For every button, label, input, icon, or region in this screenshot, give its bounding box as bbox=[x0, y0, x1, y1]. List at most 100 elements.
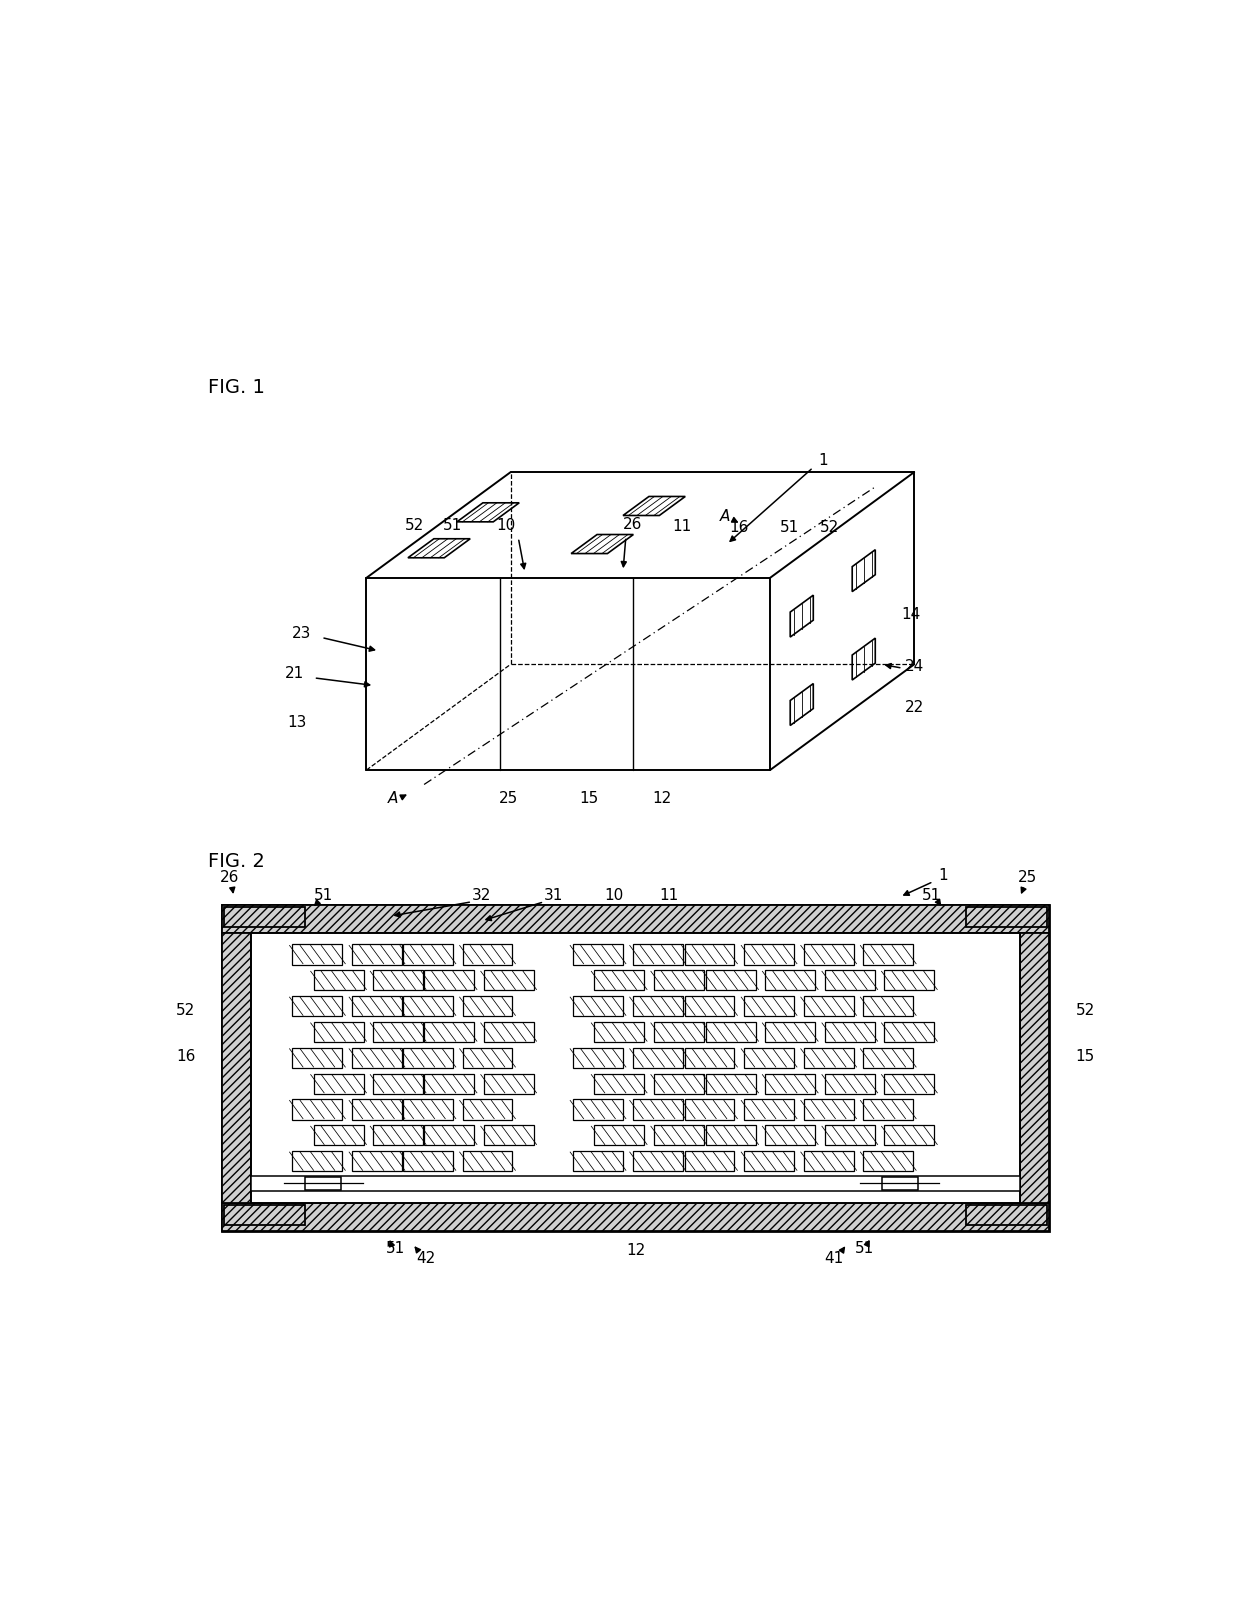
Text: 16: 16 bbox=[729, 520, 749, 535]
Polygon shape bbox=[352, 1047, 402, 1068]
Polygon shape bbox=[790, 596, 813, 637]
Text: 15: 15 bbox=[580, 791, 599, 807]
Polygon shape bbox=[373, 970, 423, 991]
Polygon shape bbox=[293, 1047, 342, 1068]
Polygon shape bbox=[463, 945, 512, 965]
Polygon shape bbox=[403, 1100, 453, 1119]
Polygon shape bbox=[863, 996, 913, 1017]
Polygon shape bbox=[863, 1100, 913, 1119]
Text: 52: 52 bbox=[176, 1002, 196, 1018]
Polygon shape bbox=[765, 1074, 815, 1093]
Text: 23: 23 bbox=[293, 626, 311, 640]
Polygon shape bbox=[863, 945, 913, 965]
Polygon shape bbox=[632, 996, 682, 1017]
Polygon shape bbox=[706, 1074, 755, 1093]
Text: 15: 15 bbox=[1075, 1049, 1095, 1065]
Polygon shape bbox=[684, 996, 734, 1017]
Polygon shape bbox=[463, 1100, 512, 1119]
Polygon shape bbox=[825, 1126, 874, 1145]
Polygon shape bbox=[223, 906, 305, 927]
Polygon shape bbox=[765, 970, 815, 991]
Text: 41: 41 bbox=[823, 1250, 843, 1266]
Polygon shape bbox=[744, 1151, 794, 1172]
Polygon shape bbox=[463, 1151, 512, 1172]
Polygon shape bbox=[222, 905, 1049, 1231]
Polygon shape bbox=[863, 1151, 913, 1172]
Polygon shape bbox=[632, 1047, 682, 1068]
Polygon shape bbox=[653, 1074, 704, 1093]
Text: 1: 1 bbox=[818, 453, 828, 467]
Text: 21: 21 bbox=[285, 666, 304, 682]
Polygon shape bbox=[314, 1074, 363, 1093]
Text: 12: 12 bbox=[652, 791, 672, 807]
Polygon shape bbox=[373, 1126, 423, 1145]
Text: 10: 10 bbox=[605, 889, 624, 903]
Polygon shape bbox=[424, 970, 474, 991]
Polygon shape bbox=[573, 1151, 622, 1172]
Text: A: A bbox=[719, 509, 730, 524]
Text: 51: 51 bbox=[854, 1241, 874, 1257]
Polygon shape bbox=[293, 1100, 342, 1119]
Text: 51: 51 bbox=[386, 1241, 405, 1257]
Polygon shape bbox=[882, 1177, 918, 1190]
Polygon shape bbox=[825, 970, 874, 991]
Polygon shape bbox=[572, 535, 634, 554]
Polygon shape bbox=[403, 1151, 453, 1172]
Text: 11: 11 bbox=[660, 889, 678, 903]
Polygon shape bbox=[250, 1175, 1019, 1191]
Text: 51: 51 bbox=[314, 889, 332, 903]
Polygon shape bbox=[884, 1021, 935, 1042]
Text: 1: 1 bbox=[939, 868, 947, 884]
Polygon shape bbox=[594, 1126, 644, 1145]
Text: 51: 51 bbox=[921, 889, 941, 903]
Polygon shape bbox=[484, 1126, 533, 1145]
Text: FIG. 1: FIG. 1 bbox=[208, 378, 264, 397]
Polygon shape bbox=[424, 1126, 474, 1145]
Polygon shape bbox=[852, 639, 875, 680]
Polygon shape bbox=[744, 1100, 794, 1119]
Polygon shape bbox=[352, 1151, 402, 1172]
Polygon shape bbox=[653, 970, 704, 991]
Text: 32: 32 bbox=[472, 889, 491, 903]
Polygon shape bbox=[684, 1100, 734, 1119]
Polygon shape bbox=[305, 1177, 341, 1190]
Text: 13: 13 bbox=[288, 714, 308, 730]
Polygon shape bbox=[223, 1206, 305, 1225]
Polygon shape bbox=[484, 1021, 533, 1042]
Text: 51: 51 bbox=[780, 520, 799, 535]
Polygon shape bbox=[804, 1151, 853, 1172]
Polygon shape bbox=[352, 1100, 402, 1119]
Text: 10: 10 bbox=[496, 517, 516, 533]
Text: 24: 24 bbox=[904, 658, 924, 674]
Polygon shape bbox=[765, 1126, 815, 1145]
Polygon shape bbox=[573, 1100, 622, 1119]
Text: 25: 25 bbox=[498, 791, 518, 807]
Polygon shape bbox=[744, 996, 794, 1017]
Polygon shape bbox=[352, 996, 402, 1017]
Polygon shape bbox=[484, 970, 533, 991]
Polygon shape bbox=[884, 1126, 935, 1145]
Polygon shape bbox=[458, 503, 520, 522]
Polygon shape bbox=[632, 945, 682, 965]
Polygon shape bbox=[484, 1074, 533, 1093]
Polygon shape bbox=[622, 496, 686, 516]
Polygon shape bbox=[804, 996, 853, 1017]
Text: 52: 52 bbox=[820, 520, 839, 535]
Polygon shape bbox=[884, 1074, 935, 1093]
Text: 42: 42 bbox=[417, 1250, 435, 1266]
Polygon shape bbox=[804, 945, 853, 965]
Polygon shape bbox=[373, 1021, 423, 1042]
Polygon shape bbox=[403, 996, 453, 1017]
Polygon shape bbox=[424, 1074, 474, 1093]
Polygon shape bbox=[352, 945, 402, 965]
Text: 52: 52 bbox=[404, 517, 424, 533]
Polygon shape bbox=[684, 1151, 734, 1172]
Polygon shape bbox=[594, 1074, 644, 1093]
Polygon shape bbox=[706, 970, 755, 991]
Polygon shape bbox=[632, 1151, 682, 1172]
Text: 14: 14 bbox=[901, 607, 921, 621]
Text: 52: 52 bbox=[1075, 1002, 1095, 1018]
Polygon shape bbox=[744, 945, 794, 965]
Polygon shape bbox=[790, 684, 813, 725]
Polygon shape bbox=[684, 945, 734, 965]
